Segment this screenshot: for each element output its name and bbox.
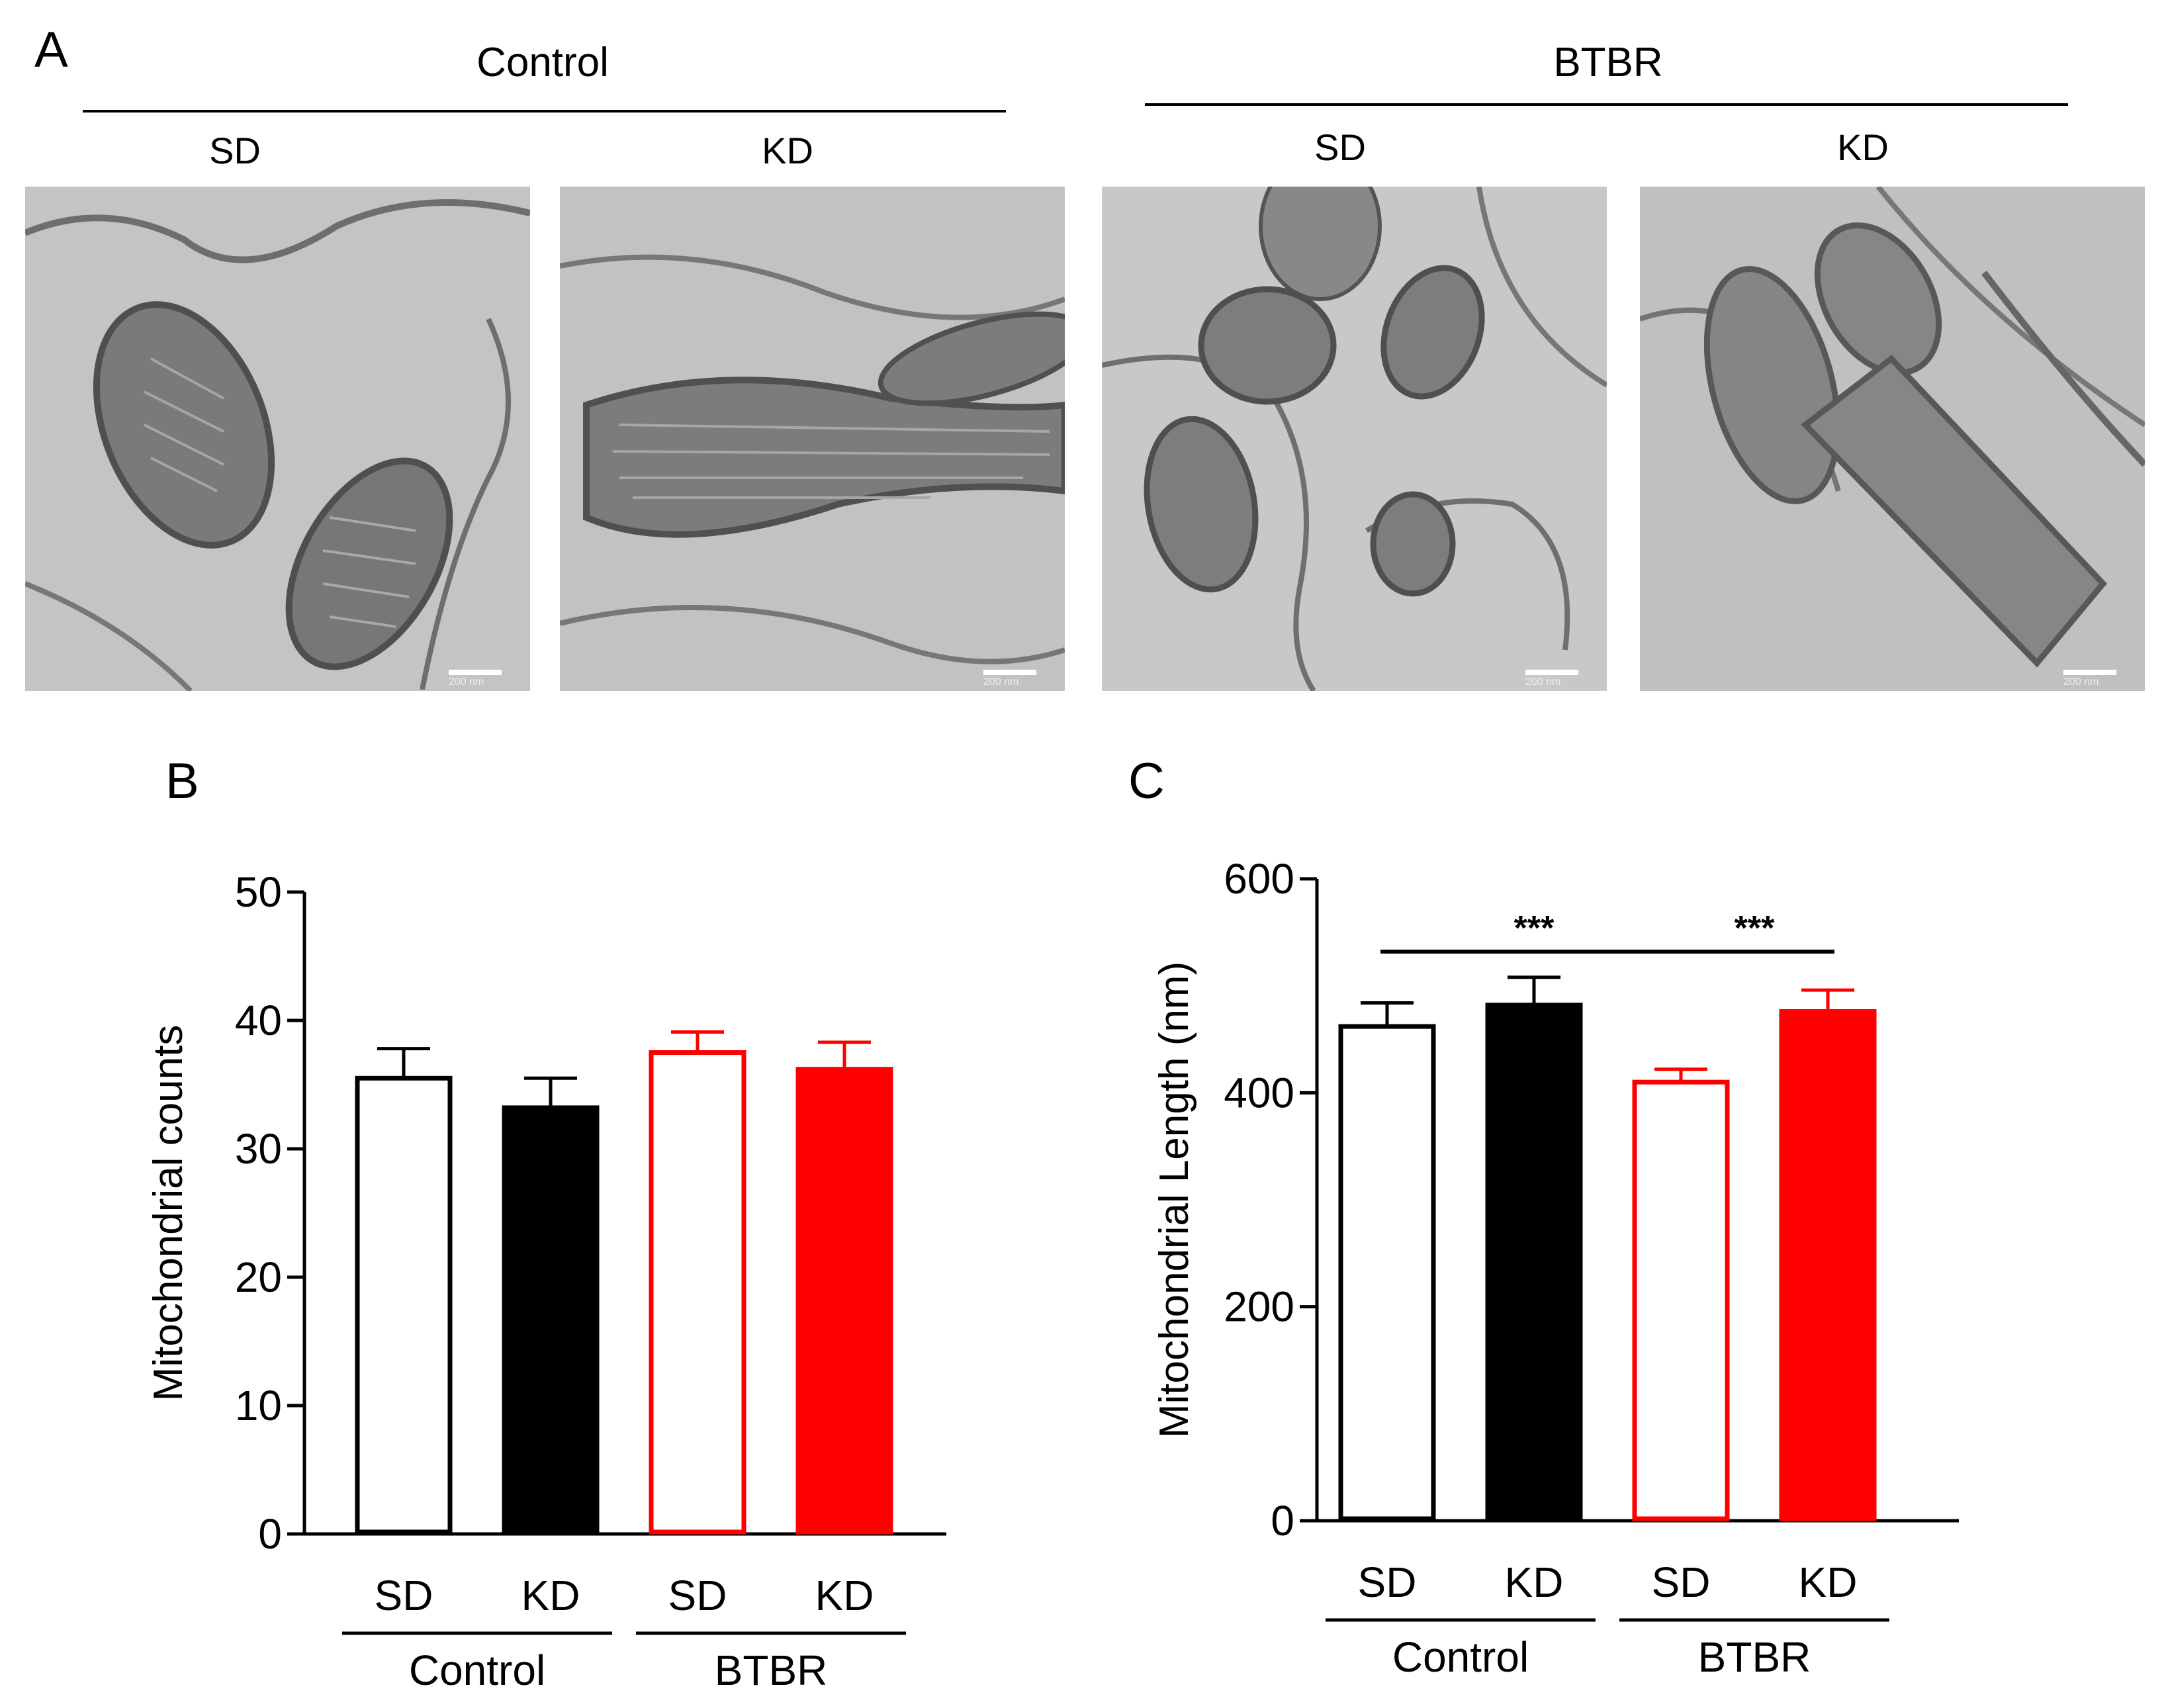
panel-c-letter: C [1128,753,1165,809]
chart-c-category-label: SD [1358,1558,1417,1606]
scale-bar-label: 200 nm [2063,676,2099,688]
chart-c-y-tick-label: 400 [1224,1069,1294,1116]
em-image-btbr-kd: 200 nm [1640,187,2145,691]
chart-c-bar [1338,1024,1436,1521]
chart-c-y-tick-label: 200 [1224,1283,1294,1331]
chart-b-y-tick-label: 40 [235,997,282,1044]
chart-b-bar [795,1067,893,1535]
scale-bar-label: 200 nm [449,676,484,688]
chart-c-bar [1632,1079,1730,1521]
scale-bar-label: 200 nm [1525,676,1561,688]
chart-b-y-tick-label: 20 [235,1253,282,1301]
chart-b-bar [355,1075,453,1535]
chart-b-category-label: KD [815,1572,874,1619]
em-label-control-kd: KD [762,130,813,171]
chart-c-category-label: SD [1652,1558,1711,1606]
chart-c-group-label: Control [1392,1633,1529,1681]
em-image-control-sd: 200 nm [25,187,530,691]
chart-b-category-label: KD [521,1572,580,1619]
chart-b-y-axis-label: Mitochondrial counts [146,1025,191,1402]
em-label-btbr-sd: SD [1314,126,1366,168]
chart-b-y-tick-label: 50 [235,868,282,916]
scale-bar-label: 200 nm [983,676,1019,688]
chart-b-y-tick-label: 10 [235,1382,282,1429]
mitochondrial-length-chart: 0 200 400 600 Mitochondrial Length (nm) SD KD S… [1151,855,1959,1681]
chart-b-group-label: BTBR [715,1646,828,1694]
em-label-btbr-kd: KD [1837,126,1889,168]
chart-b-category-label: SD [668,1572,727,1619]
em-image-control-kd: 200 nm [560,187,1065,691]
chart-b-bar [502,1105,600,1535]
panel-a-letter: A [34,22,68,78]
chart-c-y-axis-label: Mitochondrial Length (nm) [1151,962,1197,1438]
chart-c-category-label: KD [1505,1558,1564,1606]
chart-c-y-tick-label: 0 [1271,1497,1294,1545]
chart-b-bar [649,1050,746,1535]
mitochondrial-counts-chart: 0 10 20 30 40 50 Mitochondrial counts SD KD SD KD C… [146,868,946,1694]
chart-c-bar [1779,1009,1877,1521]
chart-c-bar [1485,1003,1583,1521]
panel-a-btbr-line [1145,103,2068,106]
chart-b-y-tick-label: 30 [235,1125,282,1173]
chart-c-y-tick-label: 600 [1224,855,1294,903]
em-label-control-sd: SD [209,130,261,171]
chart-c-significance-stars: *** [1514,909,1555,948]
chart-b-y-tick-label: 0 [258,1510,282,1558]
panel-a-control-header: Control [476,40,609,85]
chart-b-category-label: SD [375,1572,433,1619]
panel-a-control-line [83,110,1006,112]
panel-b-letter: B [165,753,199,809]
chart-c-group-label: BTBR [1698,1633,1811,1681]
chart-b-group-label: Control [409,1646,545,1694]
chart-c-significance-stars: *** [1735,909,1775,948]
chart-c-category-label: KD [1799,1558,1858,1606]
panel-a-btbr-header: BTBR [1553,40,1663,85]
em-image-btbr-sd: 200 nm [1102,187,1607,691]
